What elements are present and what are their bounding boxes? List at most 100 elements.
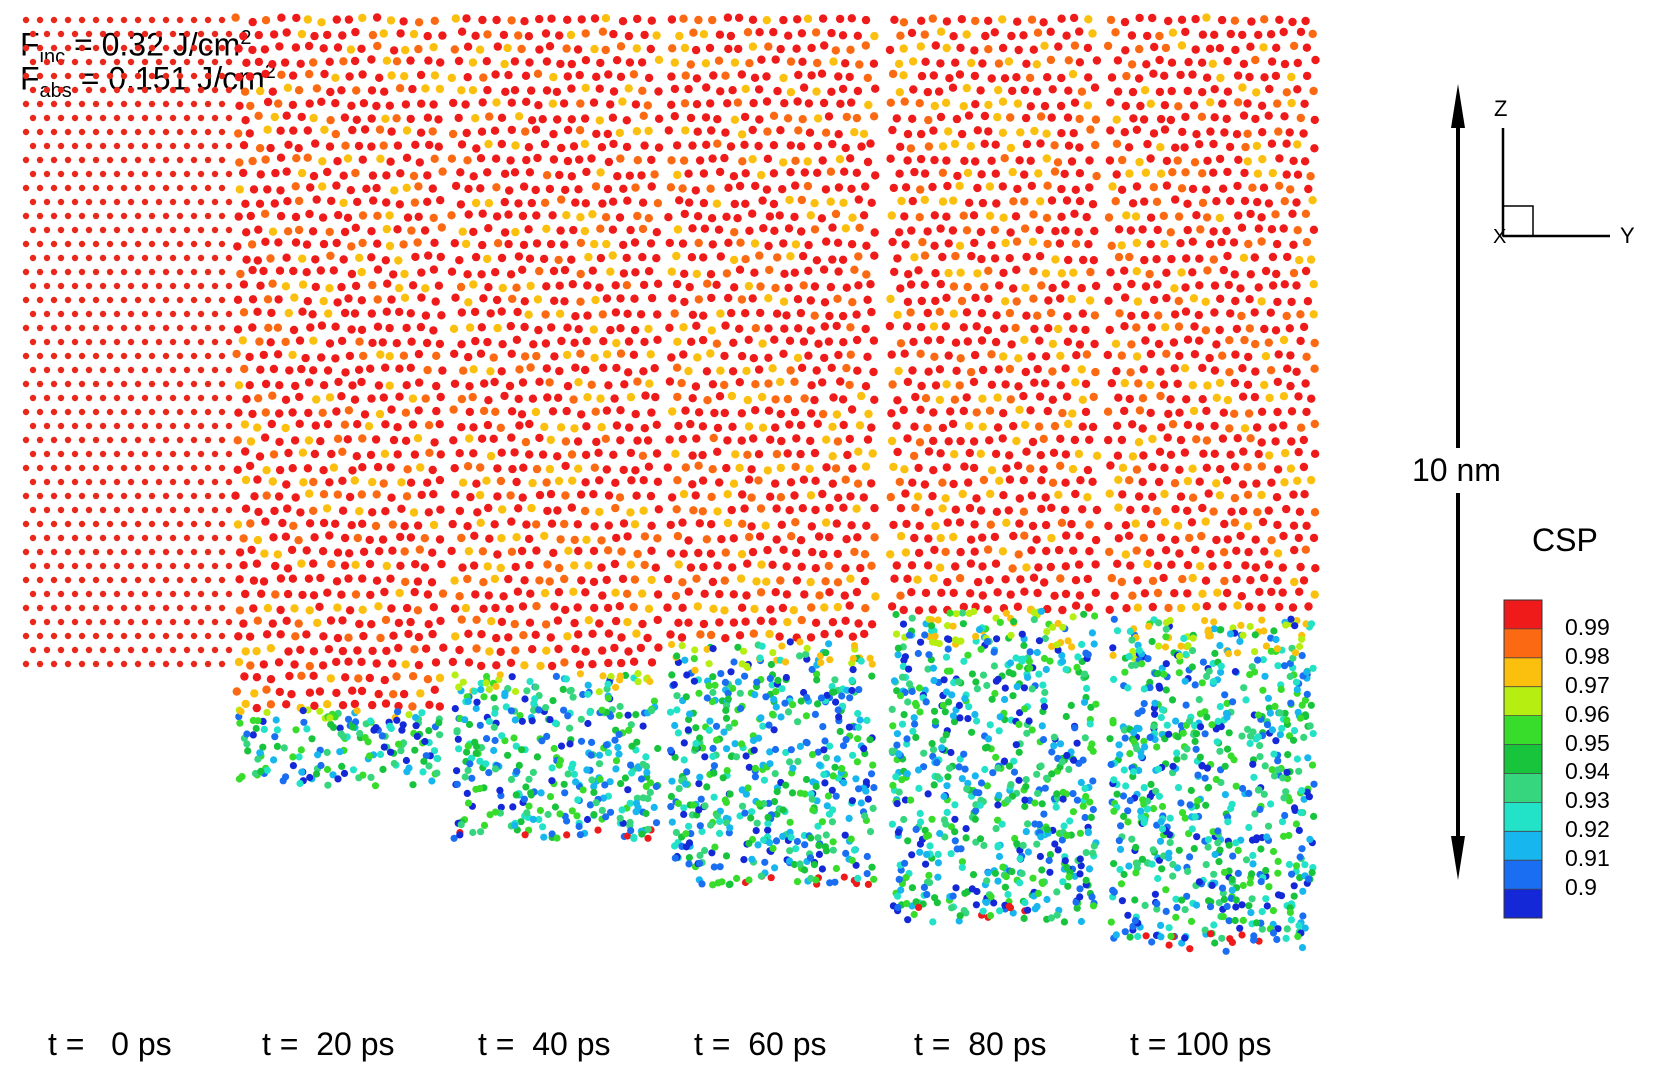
atom [29,450,37,458]
atom [291,43,301,52]
atom [316,573,325,583]
atom [78,520,86,528]
atom [1075,340,1085,349]
atom [430,685,439,694]
atom [887,211,896,220]
atom [520,352,530,361]
atom [477,270,486,279]
atom [803,157,812,166]
atom [225,58,233,66]
atom [540,531,549,541]
atom [793,353,803,363]
atom [810,225,820,234]
atom [508,673,516,681]
atom [847,98,856,107]
atom [343,154,353,163]
atom [589,490,598,499]
atom [347,101,356,111]
atom [464,547,474,556]
atom [120,324,128,332]
atom [852,335,862,345]
atom [555,563,564,573]
atom [106,548,114,556]
atom [588,629,597,638]
atom [673,170,682,180]
atom [425,448,434,457]
atom [553,506,562,515]
atom [893,687,901,695]
atom [930,707,939,715]
atom [887,409,896,418]
atom [246,437,256,446]
atom [833,238,843,247]
atom [888,820,897,828]
atom [599,337,608,346]
atom [155,590,163,598]
atom [428,184,437,193]
atom [504,210,513,219]
atom [461,716,469,724]
atom [1082,792,1090,801]
atom [350,476,359,485]
atom [218,408,226,416]
atom [545,42,555,51]
atom [29,254,37,262]
atom [297,168,307,178]
atom [688,394,697,403]
atom [197,450,205,458]
atom [912,702,921,710]
atom [1057,212,1066,221]
atom [43,478,51,486]
atom [646,677,654,686]
atom [943,577,952,587]
atom [190,240,198,248]
atom [820,603,829,612]
atom [353,420,362,429]
atom [422,752,430,760]
atom [36,324,44,332]
atom [618,97,627,106]
atom [1032,60,1042,69]
atom [894,651,902,659]
atom [1064,255,1073,265]
atom [632,629,641,638]
atom [1049,448,1059,457]
atom [477,630,486,639]
atom [917,71,927,81]
atom [183,114,191,122]
atom [323,748,331,757]
atom [50,16,58,24]
atom [728,367,738,376]
atom [267,419,276,429]
atom [1034,789,1042,798]
atom [536,661,545,671]
atom [261,16,271,25]
atom [698,422,708,431]
atom [92,520,100,528]
atom [610,643,619,653]
atom [113,30,121,38]
atom [1056,574,1065,583]
atom [755,532,765,541]
atom [309,171,319,181]
atom [966,559,976,568]
atom [155,86,163,94]
atom [368,700,377,710]
atom [1074,653,1082,661]
atom [502,703,510,711]
atom [779,73,788,83]
atom [197,58,205,66]
atom [1013,99,1023,108]
atom [698,507,707,516]
atom [563,831,571,839]
atom [922,698,930,706]
atom [808,751,817,759]
atom [604,521,613,530]
atom [50,632,58,640]
atom [373,265,383,274]
atom [778,185,787,194]
atom [806,326,815,335]
atom [522,155,531,165]
atom [999,491,1008,500]
atom [346,186,355,195]
